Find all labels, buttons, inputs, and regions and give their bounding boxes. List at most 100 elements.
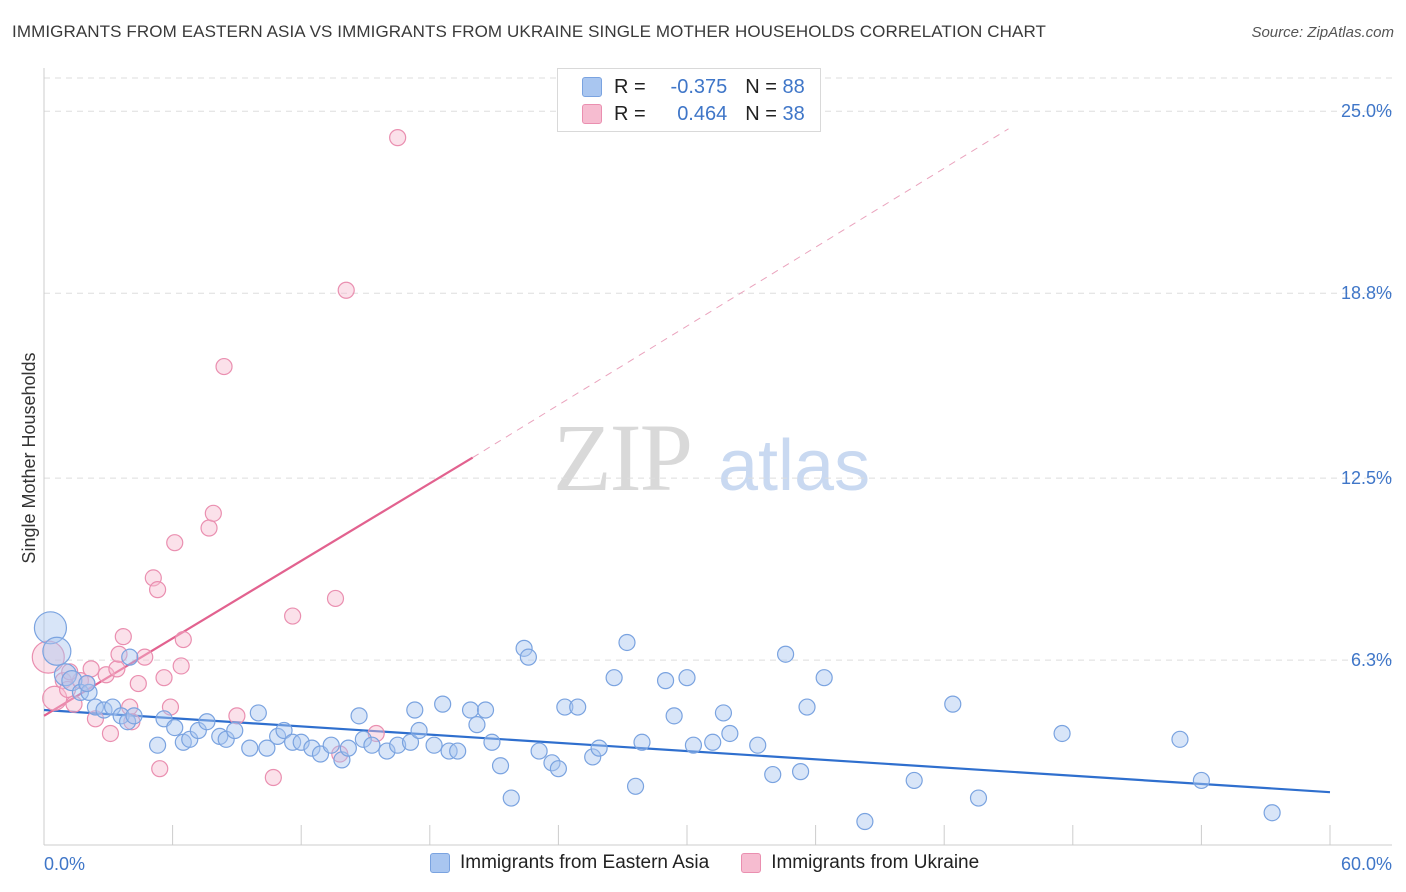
data-point-ukraine [97, 666, 115, 684]
data-point-ukraine [82, 660, 100, 678]
legend-r-label: R = [614, 102, 646, 125]
data-point-eastern-asia [401, 733, 420, 751]
trend-line-ukraine [43, 456, 474, 717]
data-point-ukraine [326, 589, 345, 608]
trend-lines [43, 128, 1331, 794]
data-point-eastern-asia [633, 733, 651, 751]
data-point-eastern-asia [798, 698, 816, 716]
data-point-eastern-asia [714, 704, 733, 722]
data-point-ukraine [101, 724, 120, 743]
data-point-ukraine [228, 707, 246, 725]
data-point-eastern-asia [1263, 804, 1281, 822]
legend-item-ukraine[interactable]: Immigrants from Ukraine [741, 852, 979, 874]
legend-swatch-ukraine [741, 853, 762, 873]
data-point-ukraine [172, 657, 190, 675]
data-point-eastern-asia [303, 739, 321, 757]
data-point-eastern-asia [549, 760, 568, 778]
legend-r-label: R = [614, 75, 646, 98]
data-point-eastern-asia [543, 754, 561, 772]
series-ukraine-points [31, 129, 407, 787]
data-point-ukraine [136, 648, 154, 666]
data-point-eastern-asia [461, 701, 480, 719]
data-point-eastern-asia [363, 736, 381, 754]
data-point-eastern-asia [181, 730, 199, 748]
data-point-eastern-asia [389, 736, 407, 754]
data-point-eastern-asia [665, 707, 683, 725]
data-point-eastern-asia [515, 639, 533, 657]
legend-row-eastern-asia: R = -0.375 N = 88 [582, 74, 805, 100]
data-point-eastern-asia [1171, 730, 1189, 748]
data-point-eastern-asia [764, 765, 782, 784]
data-point-eastern-asia [42, 636, 72, 666]
data-point-eastern-asia [530, 742, 548, 760]
data-point-eastern-asia [684, 736, 703, 754]
watermark: ZIP atlas [553, 404, 870, 511]
legend-label-ukraine: Immigrants from Ukraine [771, 852, 980, 873]
data-point-eastern-asia [166, 718, 184, 737]
data-point-eastern-asia [410, 721, 428, 740]
data-point-ukraine [151, 760, 169, 778]
data-point-eastern-asia [112, 707, 130, 725]
grid-lines [44, 77, 1392, 661]
data-point-eastern-asia [704, 733, 722, 751]
data-point-eastern-asia [476, 701, 495, 719]
data-point-ukraine [264, 768, 282, 787]
legend-n-value: 88 [782, 75, 805, 98]
legend-item-eastern-asia[interactable]: Immigrants from Eastern Asia [430, 852, 709, 874]
data-point-eastern-asia [856, 812, 874, 831]
data-point-eastern-asia [1192, 771, 1211, 790]
data-point-eastern-asia [258, 739, 276, 757]
watermark-zip: ZIP [553, 404, 691, 511]
data-point-ukraine [129, 674, 147, 693]
data-point-eastern-asia [378, 742, 396, 760]
data-point-eastern-asia [791, 763, 810, 781]
data-point-ukraine [114, 628, 132, 646]
data-point-eastern-asia [121, 648, 139, 666]
data-point-eastern-asia [354, 730, 372, 748]
data-point-ukraine [42, 685, 68, 711]
data-point-ukraine [121, 698, 139, 716]
legend-r-value: 0.464 [677, 102, 728, 125]
chart-title: IMMIGRANTS FROM EASTERN ASIA VS IMMIGRAN… [12, 22, 1047, 41]
data-point-eastern-asia [275, 721, 293, 740]
data-point-eastern-asia [969, 789, 988, 807]
data-point-eastern-asia [468, 716, 486, 734]
data-point-ukraine [155, 669, 173, 687]
data-point-eastern-asia [425, 736, 443, 754]
trend-line-eastern-asia [43, 708, 1331, 794]
data-point-eastern-asia [189, 721, 207, 740]
legend-label-eastern-asia: Immigrants from Eastern Asia [460, 852, 710, 873]
data-point-eastern-asia [721, 724, 739, 743]
y-tick-label: 6.3% [1351, 650, 1392, 670]
data-point-ukraine [86, 710, 105, 728]
data-point-eastern-asia [350, 707, 368, 725]
data-point-eastern-asia [33, 611, 68, 645]
trend-line-ukraine-extension [472, 128, 1009, 458]
data-point-eastern-asia [605, 669, 623, 687]
data-point-eastern-asia [269, 727, 287, 746]
data-point-ukraine [108, 660, 126, 678]
data-point-eastern-asia [502, 789, 520, 807]
legend-n-label: N = [745, 102, 777, 125]
series-eastern-asia-points [33, 611, 1281, 831]
data-point-eastern-asia [584, 748, 602, 766]
data-point-ukraine [110, 645, 128, 663]
data-point-ukraine [204, 504, 222, 522]
data-point-eastern-asia [241, 739, 259, 757]
data-point-eastern-asia [148, 736, 167, 754]
data-point-eastern-asia [449, 742, 467, 760]
data-point-eastern-asia [53, 663, 78, 687]
data-point-eastern-asia [519, 648, 537, 666]
data-point-ukraine [284, 607, 302, 625]
data-point-eastern-asia [292, 733, 310, 751]
legend-n-value: 38 [782, 102, 805, 125]
data-point-eastern-asia [226, 721, 244, 740]
data-point-ukraine [337, 281, 355, 299]
watermark-atlas: atlas [718, 426, 870, 506]
data-point-eastern-asia [483, 733, 501, 751]
data-point-eastern-asia [590, 739, 608, 757]
legend-n-label: N = [745, 75, 777, 98]
data-point-eastern-asia [198, 713, 216, 731]
data-point-eastern-asia [249, 704, 267, 722]
legend-r-value: -0.375 [670, 75, 728, 98]
